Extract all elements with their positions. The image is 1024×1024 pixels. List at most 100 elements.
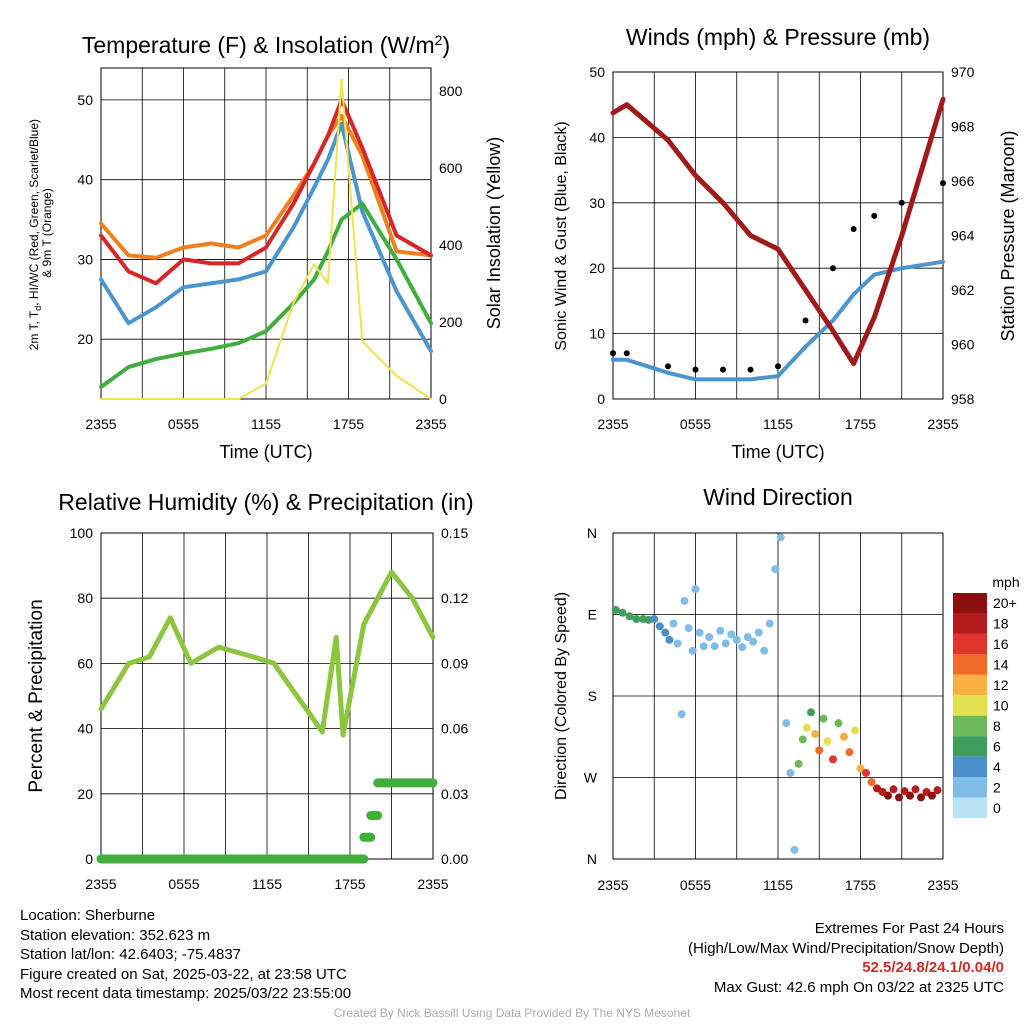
- direction-point: [834, 719, 843, 728]
- gust-point: [802, 317, 809, 324]
- y2-tick-label: 960: [951, 337, 975, 353]
- humidity-title: Relative Humidity (%) & Precipitation (i…: [58, 489, 473, 515]
- direction-point: [650, 615, 659, 624]
- station-info: Location: Sherburne Station elevation: 3…: [20, 906, 351, 1004]
- colorbar-label: 8: [993, 718, 1001, 734]
- direction-point: [911, 785, 920, 794]
- direction-point: [673, 639, 682, 648]
- temperature-ylabel-right: Solar Insolation (Yellow): [484, 137, 504, 329]
- y-tick-label: 80: [77, 590, 93, 606]
- colorbar-swatch: [953, 674, 987, 696]
- direction-series: [611, 533, 942, 854]
- gust-point: [692, 366, 699, 373]
- direction-point: [798, 735, 807, 744]
- winds-ylabel-left: Sonic Wind & Gust (Blue, Black): [553, 121, 570, 350]
- gust-point: [898, 199, 905, 206]
- direction-point: [895, 793, 903, 802]
- colorbar-swatch: [953, 654, 987, 675]
- y2-tick-label: 0.00: [441, 851, 468, 867]
- colorbar-swatch: [953, 777, 987, 798]
- colorbar-label: 0: [993, 800, 1001, 816]
- colorbar-swatch: [953, 695, 987, 716]
- x-tick-label: 1155: [763, 877, 793, 893]
- direction-point: [790, 845, 799, 854]
- y-tick-label: 30: [77, 251, 93, 267]
- direction-point: [754, 628, 763, 637]
- x-tick-label: 1755: [845, 416, 876, 432]
- y2-tick-label: 200: [439, 314, 463, 330]
- direction-tick-label: E: [588, 607, 597, 623]
- direction-point: [677, 710, 686, 719]
- direction-point: [851, 726, 859, 735]
- humidity-grid: [101, 532, 433, 860]
- winds-grid: [613, 71, 943, 400]
- direction-point: [771, 565, 780, 574]
- colorbar-swatch: [953, 797, 987, 818]
- direction-point: [917, 793, 925, 802]
- colorbar-label: 18: [993, 616, 1009, 632]
- colorbar-label: 6: [993, 738, 1001, 754]
- direction-point: [815, 746, 824, 755]
- y-tick-label: 30: [589, 195, 605, 211]
- y-tick-label: 50: [77, 92, 93, 108]
- gust-point: [775, 363, 781, 370]
- winds-series-line: [610, 96, 946, 367]
- y2-tick-label: 0: [439, 391, 447, 407]
- x-tick-label: 1755: [333, 416, 364, 432]
- direction-tick-label: N: [587, 851, 597, 867]
- x-tick-label: 1155: [251, 416, 281, 432]
- direction-point: [829, 755, 837, 764]
- y-tick-label: 0: [597, 391, 605, 407]
- direction-point: [900, 787, 909, 796]
- direction-point: [845, 748, 854, 757]
- x-tick-label: 2355: [927, 416, 958, 432]
- humidity-series: [96, 569, 438, 864]
- x-tick-label: 0555: [168, 416, 199, 432]
- extremes-title: Extremes For Past 24 Hours: [814, 920, 1004, 937]
- colorbar-swatch: [953, 593, 987, 614]
- extremes-info: Extremes For Past 24 Hours (High/Low/Max…: [688, 919, 1004, 997]
- direction-point: [819, 714, 828, 723]
- x-tick-label: 2355: [415, 416, 446, 432]
- humidity-ticks: 2355 0555 1155 1755 2355 0 20 40 60 80 100 0.00 0.03…: [70, 525, 469, 892]
- direction-point: [661, 628, 670, 637]
- winds-title: Winds (mph) & Pressure (mb): [626, 24, 930, 50]
- y2-tick-label: 600: [439, 160, 463, 176]
- colorbar-label: 16: [993, 636, 1009, 652]
- direction-point: [665, 635, 674, 644]
- direction-point: [743, 633, 752, 642]
- gust-point: [747, 366, 754, 373]
- colorbar-swatch: [953, 715, 987, 737]
- winds-ylabel-right: Station Pressure (Maroon): [998, 130, 1018, 341]
- direction-point: [840, 732, 848, 741]
- direction-point: [802, 723, 811, 732]
- direction-tick-label: S: [588, 688, 597, 704]
- winds-series-line: [611, 259, 945, 382]
- direction-point: [760, 646, 769, 655]
- gust-point: [720, 366, 726, 373]
- direction-point: [794, 759, 803, 768]
- speed-colorbar: 20+ 18 16 14 12 10 8 6 4 2 0: [953, 593, 1017, 818]
- direction-point: [669, 619, 678, 628]
- gust-point: [871, 212, 878, 219]
- winds-ticks: 2355 0555 1155 1755 2355 0 10 20 30 40 50 958 960 962…: [589, 64, 974, 432]
- x-tick-label: 2355: [597, 877, 628, 893]
- direction-point: [684, 624, 693, 633]
- y2-tick-label: 968: [951, 119, 975, 135]
- colorbar-label: 10: [993, 698, 1009, 714]
- y2-tick-label: 0.12: [441, 590, 468, 606]
- colorbar-title: mph: [992, 574, 1019, 590]
- direction-point: [710, 642, 719, 651]
- direction-point: [618, 608, 627, 617]
- colorbar-swatch: [953, 756, 987, 778]
- x-tick-label: 2355: [417, 876, 448, 892]
- direction-point: [632, 615, 641, 624]
- direction-point: [928, 791, 936, 800]
- x-tick-label: 1755: [334, 876, 365, 892]
- x-tick-label: 2355: [597, 416, 628, 432]
- colorbar-label: 14: [993, 657, 1009, 673]
- temperature-xlabel: Time (UTC): [219, 442, 312, 462]
- direction-point: [856, 764, 865, 773]
- direction-point: [782, 719, 791, 728]
- x-tick-label: 2355: [85, 416, 116, 432]
